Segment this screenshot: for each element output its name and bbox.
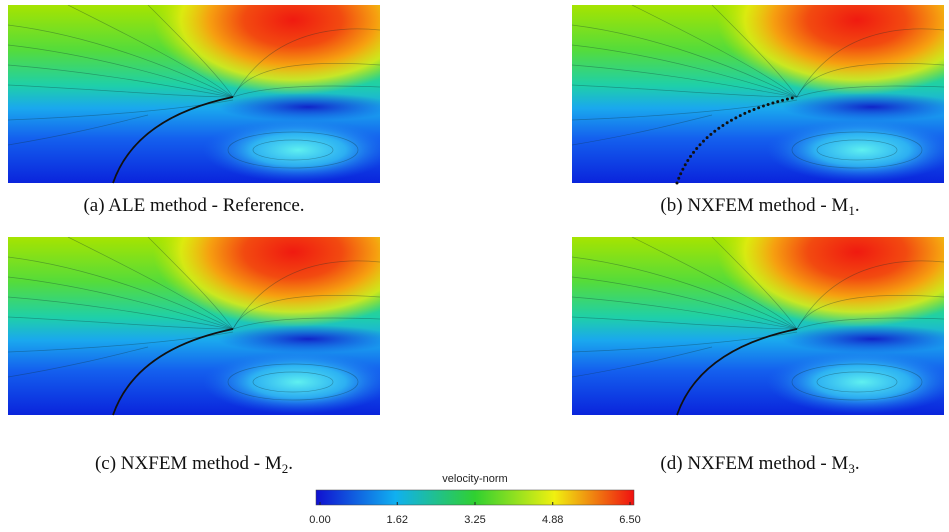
caption-suffix: . xyxy=(288,453,293,474)
caption-sub: 3 xyxy=(848,461,855,476)
colorbar-tick-label: 4.88 xyxy=(542,514,563,526)
caption-prefix: (d) NXFEM method - M xyxy=(660,453,848,474)
caption-sub: 1 xyxy=(848,203,855,218)
caption: (b) NXFEM method - M1. xyxy=(660,195,859,218)
interface-curve xyxy=(675,95,799,185)
caption: (a) ALE method - Reference. xyxy=(83,195,304,216)
colorbar-tick-label: 6.50 xyxy=(619,514,640,526)
colorbar-tick-label: 0.00 xyxy=(309,514,330,526)
caption-suffix: . xyxy=(855,195,860,216)
caption-suffix: . xyxy=(855,453,860,474)
interface-curve xyxy=(112,96,234,184)
flow-field-image xyxy=(572,5,944,183)
caption-sub: 2 xyxy=(282,461,289,476)
caption: (d) NXFEM method - M3. xyxy=(660,453,859,476)
caption: (c) NXFEM method - M2. xyxy=(95,453,293,476)
caption-prefix: (b) NXFEM method - M xyxy=(660,195,848,216)
colorbar-tick-label: 3.25 xyxy=(464,514,485,526)
colorbar-title: velocity-norm xyxy=(442,473,507,485)
interface-curve xyxy=(676,328,798,416)
caption-prefix: (a) ALE method - Reference. xyxy=(83,195,304,216)
interface-curve xyxy=(112,328,234,416)
flow-field-image xyxy=(8,5,380,183)
colorbar-tick-label: 1.62 xyxy=(387,514,408,526)
caption-prefix: (c) NXFEM method - M xyxy=(95,453,282,474)
